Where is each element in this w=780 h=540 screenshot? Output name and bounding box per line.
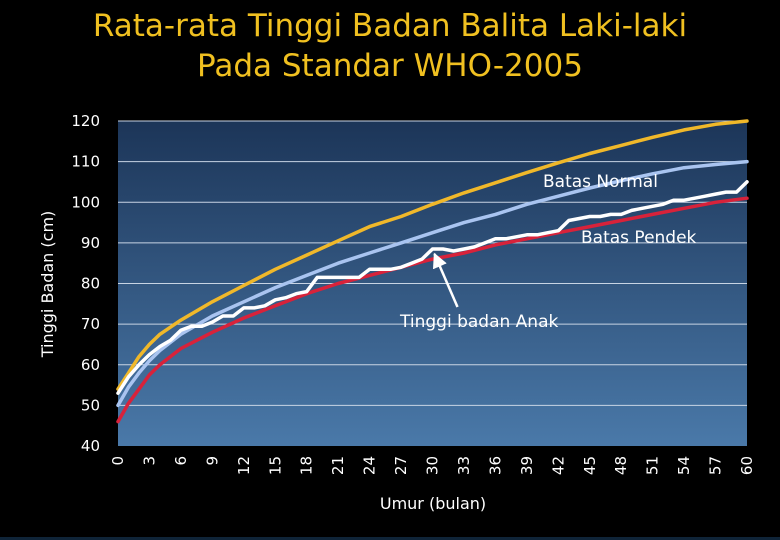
- x-tick-label: 12: [235, 456, 253, 475]
- x-tick-label: 6: [172, 456, 190, 466]
- x-tick-label: 21: [329, 456, 347, 475]
- slide-title-line-1: Rata-rata Tinggi Badan Balita Laki-laki: [92, 8, 688, 44]
- x-tick-label: 54: [675, 456, 693, 475]
- x-tick-label: 39: [518, 456, 536, 475]
- y-axis-label: Tinggi Badan (cm): [38, 211, 57, 359]
- x-tick-label: 48: [612, 456, 630, 475]
- bottom-strip: [0, 537, 780, 540]
- annotation-batas-normal: Batas Normal: [543, 172, 658, 192]
- x-tick-label: 15: [266, 456, 284, 475]
- x-tick-label: 0: [109, 456, 127, 466]
- y-tick-label: 90: [81, 234, 100, 252]
- y-tick-label: 110: [71, 153, 100, 171]
- x-tick-label: 60: [738, 456, 756, 475]
- y-tick-label: 50: [81, 396, 100, 414]
- x-tick-label: 45: [581, 456, 599, 475]
- y-axis-ticks: 40 50 60 70 80 90 100 110 120: [71, 112, 100, 455]
- x-tick-label: 51: [644, 456, 662, 475]
- series-lines: [116, 119, 749, 424]
- x-axis-label: Umur (bulan): [380, 494, 486, 513]
- y-tick-label: 100: [71, 193, 100, 211]
- series-line-upper: [116, 119, 749, 391]
- x-tick-label: 24: [361, 456, 379, 475]
- x-tick-label: 18: [298, 456, 316, 475]
- x-tick-label: 36: [486, 456, 504, 475]
- x-tick-label: 27: [392, 456, 410, 475]
- annotation-arrow: [432, 252, 459, 308]
- x-tick-label: 9: [203, 456, 221, 466]
- grid-lines: [118, 120, 747, 406]
- series-line-batas-pendek: [116, 196, 749, 424]
- y-tick-label: 60: [81, 356, 100, 374]
- x-tick-label: 42: [549, 456, 567, 475]
- slide-title: Rata-rata Tinggi Badan Balita Laki-laki …: [0, 6, 780, 86]
- y-tick-label: 80: [81, 275, 100, 293]
- x-tick-label: 3: [140, 456, 158, 466]
- x-tick-label: 57: [707, 456, 725, 475]
- x-axis-ticks: 0 3 6 9 12 15 18 21 24 27 30 33 36 39 42 45 48 51 54 57 60: [109, 456, 756, 475]
- x-tick-label: 33: [455, 456, 473, 475]
- annotation-tinggi-badan-anak: Tinggi badan Anak: [399, 312, 558, 332]
- y-tick-label: 70: [81, 315, 100, 333]
- series-line-batas-normal: [116, 159, 749, 408]
- slide-title-line-2: Pada Standar WHO-2005: [197, 48, 583, 84]
- series-line-tinggi-badan-anak: [116, 180, 749, 395]
- y-tick-label: 40: [81, 437, 100, 455]
- annotation-batas-pendek: Batas Pendek: [581, 228, 697, 248]
- x-tick-label: 30: [424, 456, 442, 475]
- y-tick-label: 120: [71, 112, 100, 130]
